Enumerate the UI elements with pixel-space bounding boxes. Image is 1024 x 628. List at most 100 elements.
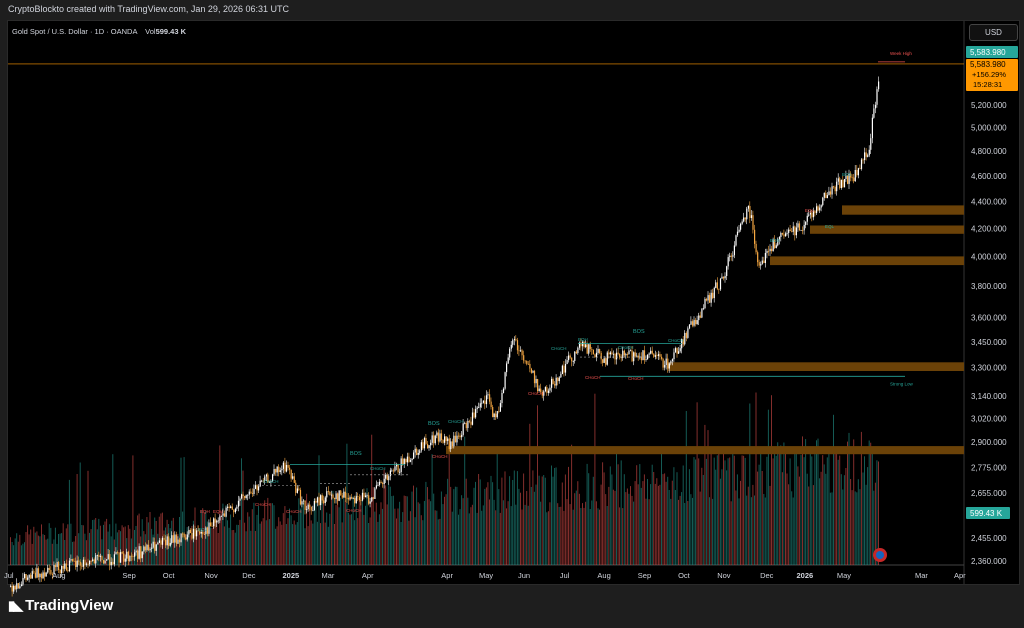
time-tick-label: Jul [560, 571, 570, 580]
candle-body [366, 495, 368, 497]
structure-label: BOS [842, 172, 852, 177]
volume-bar [76, 474, 78, 565]
volume-bar [440, 491, 442, 565]
candle-body [180, 533, 182, 543]
candle-body [808, 214, 810, 216]
volume-bar [53, 539, 55, 565]
candle-body [103, 560, 105, 564]
candle-body [850, 173, 852, 178]
volume-bar [850, 479, 852, 565]
volume-bar [561, 482, 563, 565]
candle-body [312, 510, 314, 512]
volume-bar [552, 476, 554, 565]
candle-body [854, 170, 856, 182]
volume-bar [285, 524, 287, 565]
candle-body [780, 232, 782, 237]
volume-bar [180, 457, 182, 565]
volume-bar [547, 511, 549, 565]
volume-bar [437, 519, 439, 565]
candle-body [444, 436, 446, 443]
volume-bar [127, 525, 129, 565]
currency-button[interactable]: USD [969, 24, 1018, 41]
volume-bar [270, 503, 272, 565]
volume-bar [222, 503, 224, 565]
candle-body [634, 352, 636, 357]
candle-body [763, 260, 765, 263]
candle-body [251, 493, 253, 494]
volume-bar [93, 519, 95, 565]
candle-body [868, 149, 870, 156]
candle-body [692, 321, 694, 326]
candle-body [645, 359, 647, 360]
candle-body [203, 534, 205, 535]
volume-bar [295, 524, 297, 565]
candle-body [820, 205, 822, 208]
volume-bar [611, 474, 613, 565]
chart-pane[interactable] [7, 20, 1020, 585]
candle-body [129, 555, 131, 562]
candle-body [606, 352, 608, 365]
volume-bar [237, 525, 239, 565]
volume-bar [664, 473, 666, 565]
candle-body [152, 541, 154, 548]
volume-bar [121, 525, 123, 565]
candle-body [157, 542, 159, 545]
candle-body [375, 485, 377, 489]
volume-bar [14, 538, 16, 565]
volume-bar [585, 501, 587, 565]
volume-bar [698, 458, 700, 565]
candle-body [127, 551, 129, 561]
volume-bar [502, 500, 504, 565]
volume-bar [210, 527, 211, 565]
candle-body [473, 412, 475, 418]
candle-body [130, 555, 133, 557]
candle-body [430, 442, 432, 446]
volume-bar [778, 447, 780, 565]
structure-label: CHoCH [585, 375, 601, 380]
volume-bar [682, 465, 684, 565]
candle-body [654, 355, 656, 357]
candle-body [490, 401, 492, 407]
candle-body [729, 255, 731, 258]
volume-bar [396, 518, 397, 565]
volume-bar [564, 474, 566, 565]
candle-body [19, 586, 21, 589]
volume-bar [667, 476, 669, 565]
volume-bar [678, 499, 679, 565]
candle-body [307, 504, 309, 510]
candle-body [250, 491, 252, 494]
volume-bar [537, 405, 538, 565]
volume-bar [634, 481, 636, 565]
candle-body [414, 448, 416, 453]
candle-body [303, 500, 305, 502]
candle-body [709, 295, 711, 303]
volume-bar [554, 468, 556, 565]
volume-bar [533, 491, 535, 565]
volume-bar [99, 525, 101, 565]
candle-body [673, 352, 675, 360]
candle-body [330, 494, 333, 496]
time-tick-label: May [837, 571, 851, 580]
volume-bar [155, 521, 157, 565]
volume-bar [454, 486, 456, 565]
candle-body [222, 513, 224, 516]
candle-body [653, 353, 655, 357]
candle-body [396, 464, 398, 467]
candle-body [712, 292, 714, 299]
volume-bar [447, 478, 449, 565]
volume-bar [344, 500, 346, 565]
candle-body [626, 354, 629, 355]
candle-body [320, 495, 322, 506]
volume-bar [103, 524, 104, 565]
volume-bar [684, 503, 686, 565]
candle-body [403, 458, 405, 465]
symbol-legend[interactable]: Gold Spot / U.S. Dollar · 1D · OANDA Vol… [12, 27, 186, 36]
volume-bar [318, 455, 320, 565]
candle-body [674, 348, 677, 353]
volume-bar [484, 488, 486, 565]
volume-bar [254, 531, 256, 565]
time-tick-label: Oct [678, 571, 691, 580]
candle-body [155, 544, 157, 551]
price-tick-label: 2,455.000 [971, 534, 1007, 543]
